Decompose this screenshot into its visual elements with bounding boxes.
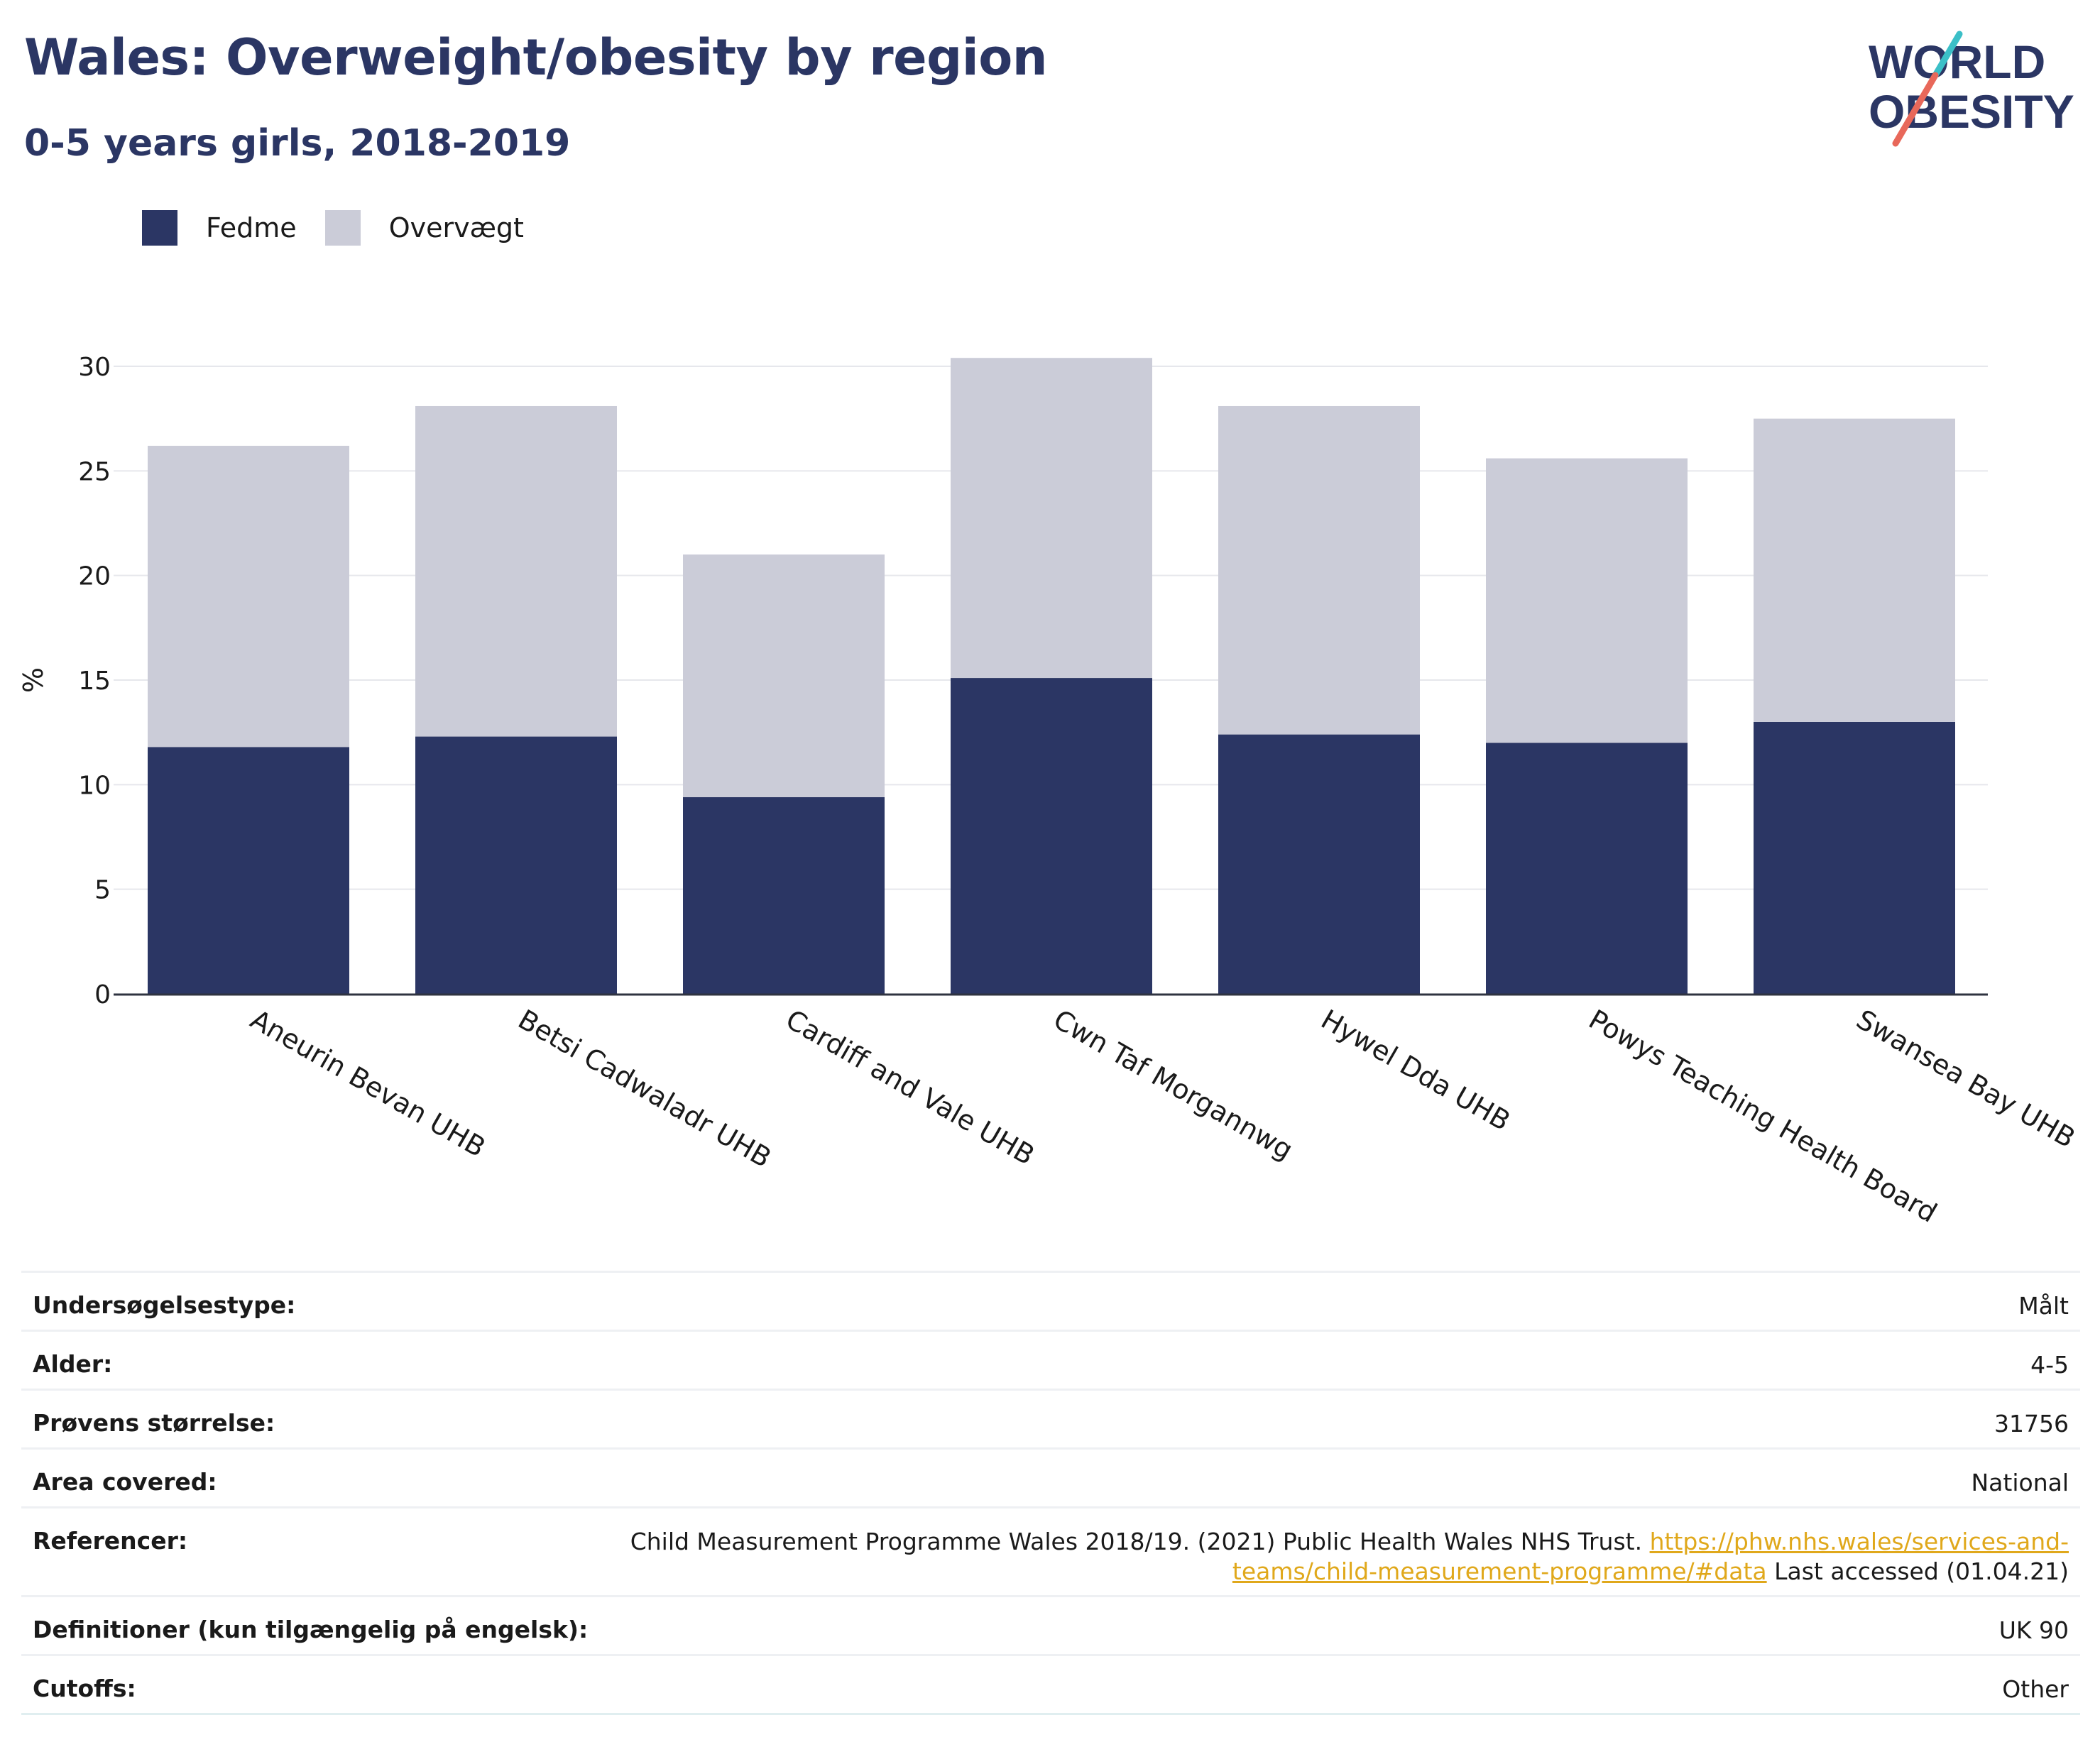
- row-value: Other: [604, 1654, 2080, 1715]
- bar-obesity[interactable]: [148, 747, 349, 994]
- reference-text: Child Measurement Programme Wales 2018/1…: [630, 1528, 1643, 1555]
- y-tick-label: 0: [94, 980, 111, 1009]
- bar-obesity[interactable]: [951, 678, 1152, 994]
- table-row: Cutoffs: Other: [21, 1654, 2080, 1715]
- chart-title: Wales: Overweight/obesity by region: [24, 28, 1048, 87]
- y-axis-ticks: 0 5 10 15 20 25 30: [78, 353, 111, 1009]
- stacked-bar-chart: 0 5 10 15 20 25 30 Aneurin Bevan UHB Betsi Cadw…: [18, 353, 2081, 1229]
- bar-overweight[interactable]: [148, 445, 349, 747]
- row-label: Definitioner (kun tilgængelig på engelsk…: [21, 1595, 605, 1655]
- x-tick-label: Cwn Taf Morgannwg: [1049, 1004, 1298, 1166]
- table-row: Alder: 4-5: [21, 1330, 2080, 1390]
- y-tick-label: 5: [94, 876, 111, 905]
- table-row: Area covered: National: [21, 1447, 2080, 1508]
- reference-accessed: Last accessed (01.04.21): [1774, 1557, 2069, 1585]
- x-tick-label: Cardiff and Vale UHB: [781, 1004, 1040, 1171]
- y-tick-label: 10: [78, 771, 111, 800]
- chart-legend: Fedme Overvægt: [142, 210, 552, 246]
- row-value: National: [604, 1447, 2080, 1508]
- table-row: Prøvens størrelse: 31756: [21, 1389, 2080, 1449]
- svg-text:OBESITY: OBESITY: [1869, 85, 2074, 138]
- table-row-reference: Referencer: Child Measurement Programme …: [21, 1506, 2080, 1597]
- legend-item-obesity[interactable]: Fedme: [142, 210, 297, 246]
- row-value: 31756: [604, 1389, 2080, 1449]
- legend-swatch-obesity: [142, 210, 177, 246]
- bar-overweight[interactable]: [1218, 405, 1420, 735]
- row-label: Alder:: [21, 1330, 605, 1390]
- y-tick-label: 30: [78, 353, 111, 382]
- legend-label-overweight: Overvægt: [388, 212, 524, 243]
- bar-obesity[interactable]: [1486, 743, 1688, 994]
- y-tick-label: 15: [78, 667, 111, 696]
- bar-overweight[interactable]: [415, 405, 617, 737]
- row-label: Cutoffs:: [21, 1654, 605, 1715]
- y-tick-label: 20: [78, 562, 111, 591]
- bar-overweight[interactable]: [683, 554, 885, 798]
- x-tick-label: Hywel Dda UHB: [1316, 1004, 1516, 1137]
- row-value: Målt: [604, 1271, 2080, 1331]
- row-label: Area covered:: [21, 1447, 605, 1508]
- bar-obesity[interactable]: [415, 736, 617, 994]
- metadata-table: Undersøgelsestype: Målt Alder: 4-5 Prøve…: [21, 1271, 2080, 1715]
- table-row: Undersøgelsestype: Målt: [21, 1271, 2080, 1331]
- row-label: Prøvens størrelse:: [21, 1389, 605, 1449]
- legend-swatch-overweight: [324, 210, 361, 246]
- bar-obesity[interactable]: [1218, 734, 1420, 994]
- x-axis-labels: Aneurin Bevan UHB Betsi Cadwaladr UHB Card…: [246, 1004, 2081, 1229]
- chart-subtitle: 0-5 years girls, 2018-2019: [24, 122, 571, 165]
- bar-obesity[interactable]: [1754, 721, 1955, 994]
- row-label: Undersøgelsestype:: [21, 1271, 605, 1331]
- bar-overweight[interactable]: [1486, 458, 1688, 743]
- row-value: 4-5: [604, 1330, 2080, 1390]
- bar-overweight[interactable]: [1754, 418, 1955, 722]
- bars: [148, 358, 1955, 994]
- x-tick-label: Aneurin Bevan UHB: [246, 1004, 491, 1163]
- row-value-reference: Child Measurement Programme Wales 2018/1…: [604, 1506, 2080, 1597]
- row-value: UK 90: [604, 1595, 2080, 1655]
- legend-label-obesity: Fedme: [206, 212, 297, 243]
- x-tick-label: Swansea Bay UHB: [1852, 1004, 2081, 1154]
- x-tick-label: Betsi Cadwaladr UHB: [513, 1004, 777, 1174]
- reference-link[interactable]: https://phw.nhs.wales/services-and-teams…: [1232, 1528, 2069, 1585]
- table-row: Definitioner (kun tilgængelig på engelsk…: [21, 1595, 2080, 1655]
- y-tick-label: 25: [78, 457, 111, 486]
- bar-overweight[interactable]: [951, 358, 1152, 679]
- world-obesity-logo: WORLD OBESITY: [1869, 31, 2074, 147]
- row-label: Referencer:: [21, 1506, 605, 1597]
- bar-obesity[interactable]: [683, 797, 885, 994]
- y-axis-label: %: [18, 667, 49, 693]
- legend-item-overweight[interactable]: Overvægt: [324, 210, 524, 246]
